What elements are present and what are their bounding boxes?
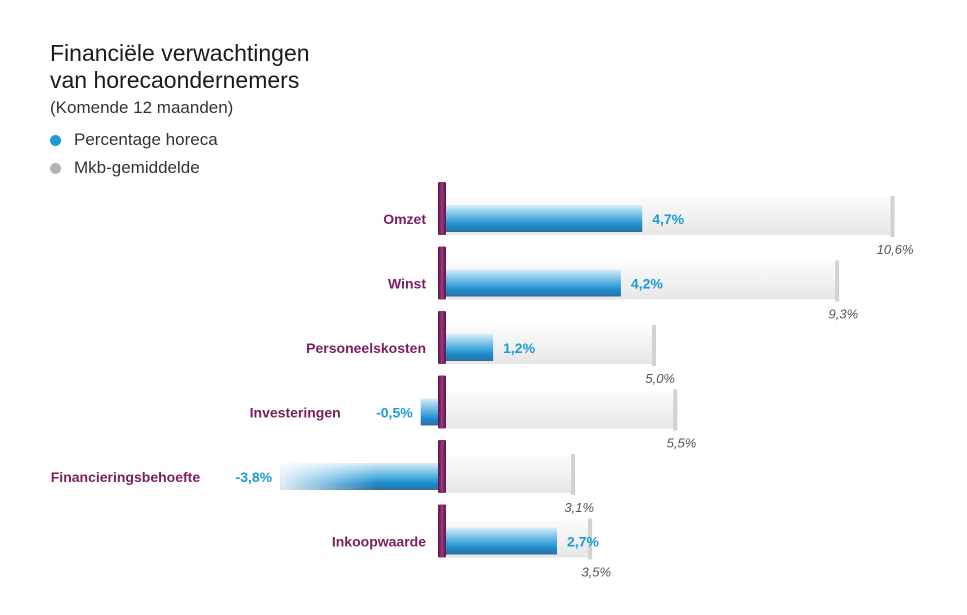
mkb-value-label-0: 10,6% xyxy=(877,242,914,257)
axis-segment-0 xyxy=(438,182,446,235)
horeca-bar-fade-4 xyxy=(280,463,442,490)
mkb-value-label-5: 3,5% xyxy=(581,565,611,580)
mkb-bar-end-4 xyxy=(571,454,576,495)
legend: Percentage horeca Mkb-gemiddelde xyxy=(50,126,218,182)
category-label-0: Omzet xyxy=(383,211,426,227)
category-label-1: Winst xyxy=(388,276,426,292)
category-label-3: Investeringen xyxy=(250,405,341,421)
mkb-bar-end-2 xyxy=(652,325,656,366)
chart-title-line-1: Financiële verwachtingen xyxy=(50,40,310,66)
horeca-value-label-5: 2,7% xyxy=(567,534,599,550)
chart-title-line-2: van horecaondernemers xyxy=(50,67,300,93)
horeca-value-label-2: 1,2% xyxy=(503,340,535,356)
legend-label-mkb: Mkb-gemiddelde xyxy=(74,158,200,177)
legend-dot-horeca xyxy=(50,134,61,146)
chart-title: Financiële verwachtingen van horecaonder… xyxy=(50,40,310,94)
category-label-5: Inkoopwaarde xyxy=(332,534,426,550)
axis-segment-3 xyxy=(438,375,446,429)
horeca-bar-5 xyxy=(442,527,558,555)
legend-item-mkb: Mkb-gemiddelde xyxy=(50,154,218,182)
mkb-bar-end-1 xyxy=(835,260,840,302)
mkb-bar-3 xyxy=(442,391,677,429)
legend-item-horeca: Percentage horeca xyxy=(50,126,218,154)
horeca-value-label-3: -0,5% xyxy=(376,405,413,421)
mkb-value-label-1: 9,3% xyxy=(829,307,859,322)
horeca-value-label-4: -3,8% xyxy=(236,469,273,485)
mkb-bar-end-3 xyxy=(673,389,678,431)
axis-segment-4 xyxy=(438,440,446,493)
horeca-bar-3 xyxy=(420,398,442,426)
mkb-bar-4 xyxy=(442,456,575,493)
mkb-bar-end-5 xyxy=(588,518,593,560)
horeca-bar-2 xyxy=(442,334,494,361)
chart-subtitle: (Komende 12 maanden) xyxy=(50,98,234,117)
category-label-2: Personeelskosten xyxy=(306,340,426,356)
horeca-value-label-0: 4,7% xyxy=(652,211,684,227)
horeca-value-label-1: 4,2% xyxy=(631,276,663,292)
horeca-bar-1 xyxy=(442,269,621,297)
mkb-bar-end-0 xyxy=(890,196,895,237)
mkb-value-label-3: 5,5% xyxy=(667,436,697,451)
legend-label-horeca: Percentage horeca xyxy=(74,130,218,149)
axis-segment-1 xyxy=(438,246,446,300)
axis-segment-2 xyxy=(438,311,446,364)
horeca-bar-0 xyxy=(442,205,643,232)
category-label-4: Financieringsbehoefte xyxy=(51,469,201,485)
legend-dot-mkb xyxy=(50,162,61,174)
axis-segment-5 xyxy=(438,504,446,558)
mkb-value-label-2: 5,0% xyxy=(645,371,675,386)
mkb-value-label-4: 3,1% xyxy=(564,500,594,515)
